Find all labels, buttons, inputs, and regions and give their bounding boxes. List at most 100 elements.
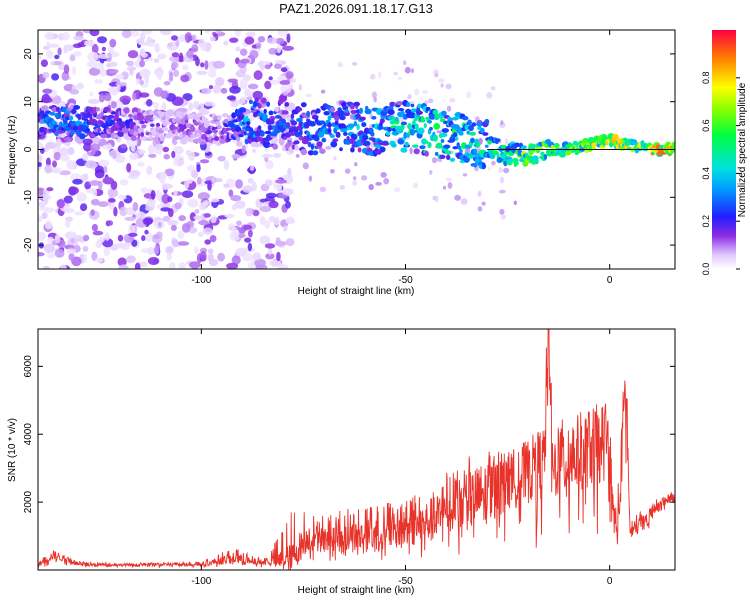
- heatmap-cell: [203, 213, 211, 218]
- heatmap-cell: [424, 150, 429, 157]
- heatmap-cell: [380, 110, 388, 116]
- heatmap-cell: [412, 144, 419, 148]
- heatmap-cell: [279, 80, 291, 86]
- heatmap-cell: [432, 135, 438, 142]
- heatmap-cell: [244, 36, 255, 45]
- heatmap-cell: [409, 147, 413, 155]
- heatmap-cell: [155, 143, 164, 150]
- bottom-x-tick-label: -50: [398, 576, 413, 587]
- heatmap-cell: [163, 121, 171, 125]
- heatmap-cell: [300, 148, 308, 156]
- heatmap-cell: [288, 132, 297, 136]
- heatmap-cell: [281, 110, 289, 115]
- heatmap-cell: [412, 129, 419, 133]
- heatmap-cell: [103, 246, 111, 257]
- heatmap-cell: [108, 198, 116, 203]
- heatmap-cell: [300, 102, 307, 108]
- heatmap-cell: [172, 126, 178, 130]
- heatmap-cell: [243, 131, 247, 136]
- heatmap-cell: [268, 76, 273, 81]
- heatmap-cell: [38, 162, 42, 167]
- heatmap-cell: [107, 115, 115, 119]
- heatmap-cell: [189, 261, 201, 269]
- heatmap-cell: [41, 97, 53, 104]
- heatmap-cell: [160, 30, 172, 36]
- heatmap-cell: [95, 172, 105, 179]
- heatmap-cell: [72, 178, 83, 185]
- heatmap-cell: [263, 108, 267, 114]
- heatmap-cell: [51, 73, 60, 81]
- heatmap-cell: [264, 243, 276, 249]
- heatmap-cell: [284, 102, 290, 107]
- heatmap-cell: [210, 215, 217, 224]
- heatmap-cell: [317, 131, 325, 138]
- heatmap-cell: [359, 107, 363, 115]
- heatmap-cell: [82, 152, 89, 161]
- heatmap-cell: [247, 242, 253, 252]
- heatmap-cell: [354, 162, 358, 167]
- heatmap-cell: [491, 160, 496, 166]
- top-x-tick-label: -50: [398, 275, 413, 286]
- heatmap-cell: [211, 177, 216, 185]
- heatmap-cell: [391, 143, 397, 148]
- heatmap-cell: [43, 243, 56, 254]
- heatmap-cell: [191, 34, 197, 42]
- heatmap-cell: [210, 198, 220, 203]
- heatmap-cell: [126, 255, 136, 263]
- heatmap-cell: [45, 141, 57, 150]
- heatmap-cell: [240, 48, 248, 56]
- heatmap-cell: [467, 119, 472, 125]
- heatmap-cell: [110, 180, 118, 190]
- heatmap-cell: [602, 139, 606, 147]
- heatmap-cell: [140, 132, 145, 137]
- heatmap-cell: [248, 99, 253, 104]
- heatmap-cell: [196, 112, 203, 118]
- heatmap-cell: [339, 147, 343, 152]
- heatmap-cell: [74, 211, 84, 216]
- heatmap-cell: [202, 227, 213, 235]
- heatmap-cell: [393, 187, 401, 193]
- heatmap-cell: [83, 142, 92, 152]
- heatmap-cell: [171, 52, 180, 58]
- heatmap-cell: [299, 129, 303, 136]
- heatmap-cell: [352, 180, 358, 186]
- heatmap-cell: [106, 62, 112, 68]
- heatmap-cell: [279, 264, 289, 269]
- heatmap-cell: [438, 158, 442, 163]
- heatmap-cell: [217, 155, 226, 162]
- heatmap-cell: [139, 68, 151, 78]
- heatmap-cell: [268, 200, 279, 209]
- heatmap-cell: [66, 160, 76, 170]
- heatmap-cell: [161, 102, 167, 111]
- heatmap-cell: [120, 143, 127, 149]
- heatmap-cell: [130, 135, 137, 141]
- heatmap-cell: [98, 54, 109, 59]
- heatmap-cell: [358, 116, 366, 121]
- heatmap-cell: [139, 261, 148, 268]
- heatmap-cell: [381, 142, 390, 146]
- heatmap-cell: [56, 199, 65, 209]
- heatmap-cell: [403, 60, 407, 65]
- heatmap-cell: [282, 45, 294, 51]
- heatmap-cell: [339, 185, 346, 190]
- heatmap-cell: [417, 127, 425, 135]
- heatmap-cell: [473, 162, 478, 168]
- heatmap-cell: [62, 31, 70, 41]
- heatmap-cell: [157, 53, 167, 60]
- heatmap-cell: [330, 169, 335, 174]
- heatmap-cell: [254, 258, 266, 268]
- heatmap-cell: [443, 144, 451, 149]
- heatmap-cell: [316, 141, 323, 147]
- heatmap-cell: [215, 77, 225, 87]
- heatmap-cell: [92, 62, 104, 70]
- heatmap-cell: [160, 90, 169, 99]
- heatmap-cell: [269, 259, 282, 267]
- heatmap-cell: [184, 32, 192, 42]
- heatmap-cell: [239, 58, 250, 64]
- heatmap-cell: [63, 208, 75, 213]
- heatmap-cell: [76, 82, 84, 90]
- top-x-tick-label: 0: [607, 275, 613, 286]
- heatmap-cell: [40, 106, 47, 111]
- heatmap-cell: [175, 39, 180, 47]
- heatmap-cell: [42, 71, 50, 79]
